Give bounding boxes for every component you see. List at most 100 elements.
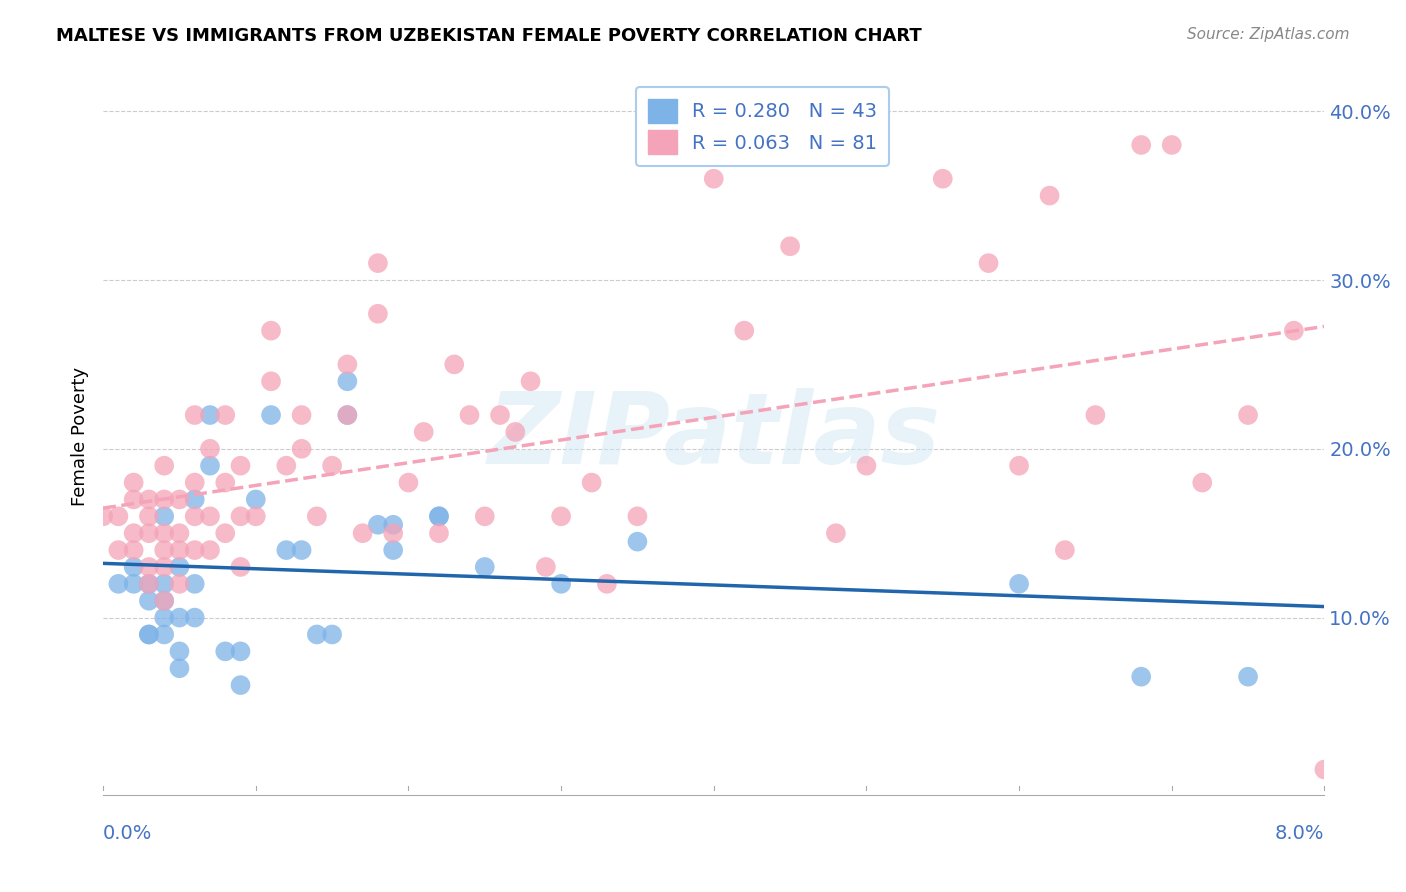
Point	[198, 509, 221, 524]
Point	[305, 509, 328, 524]
Text: 8.0%: 8.0%	[1275, 823, 1324, 843]
Point	[122, 526, 145, 541]
Point	[474, 560, 496, 574]
Point	[138, 577, 160, 591]
Point	[153, 543, 176, 558]
Point	[198, 458, 221, 473]
Point	[855, 458, 877, 473]
Point	[626, 509, 648, 524]
Point	[214, 526, 236, 541]
Point	[245, 492, 267, 507]
Point	[138, 627, 160, 641]
Point	[169, 492, 191, 507]
Point	[932, 171, 955, 186]
Point	[336, 408, 359, 422]
Point	[1039, 188, 1062, 202]
Point	[276, 458, 298, 473]
Point	[336, 374, 359, 388]
Point	[276, 543, 298, 558]
Point	[398, 475, 420, 490]
Text: ZIPatlas: ZIPatlas	[488, 388, 941, 484]
Point	[138, 526, 160, 541]
Point	[626, 534, 648, 549]
Point	[122, 492, 145, 507]
Point	[382, 543, 405, 558]
Point	[1084, 408, 1107, 422]
Point	[169, 644, 191, 658]
Point	[260, 374, 283, 388]
Point	[229, 560, 252, 574]
Point	[1237, 670, 1260, 684]
Point	[138, 627, 160, 641]
Point	[153, 560, 176, 574]
Point	[138, 577, 160, 591]
Point	[427, 509, 450, 524]
Point	[229, 458, 252, 473]
Text: 0.0%: 0.0%	[103, 823, 152, 843]
Point	[1008, 458, 1031, 473]
Point	[427, 526, 450, 541]
Point	[153, 577, 176, 591]
Point	[352, 526, 374, 541]
Point	[138, 593, 160, 607]
Point	[183, 509, 205, 524]
Point	[183, 492, 205, 507]
Point	[229, 509, 252, 524]
Point	[183, 408, 205, 422]
Text: Source: ZipAtlas.com: Source: ZipAtlas.com	[1187, 27, 1350, 42]
Point	[427, 509, 450, 524]
Point	[122, 543, 145, 558]
Point	[198, 442, 221, 456]
Point	[214, 408, 236, 422]
Point	[779, 239, 801, 253]
Point	[138, 509, 160, 524]
Point	[382, 517, 405, 532]
Point	[1282, 324, 1305, 338]
Point	[1237, 408, 1260, 422]
Point	[260, 324, 283, 338]
Point	[198, 408, 221, 422]
Point	[534, 560, 557, 574]
Point	[458, 408, 481, 422]
Point	[382, 526, 405, 541]
Point	[489, 408, 512, 422]
Point	[1313, 763, 1336, 777]
Legend: R = 0.280   N = 43, R = 0.063   N = 81: R = 0.280 N = 43, R = 0.063 N = 81	[636, 87, 889, 166]
Y-axis label: Female Poverty: Female Poverty	[72, 367, 89, 506]
Point	[153, 610, 176, 624]
Point	[183, 475, 205, 490]
Point	[107, 577, 129, 591]
Point	[1053, 543, 1076, 558]
Point	[1191, 475, 1213, 490]
Point	[1130, 670, 1153, 684]
Point	[153, 593, 176, 607]
Point	[290, 543, 312, 558]
Point	[367, 307, 389, 321]
Point	[153, 627, 176, 641]
Point	[321, 627, 343, 641]
Point	[153, 492, 176, 507]
Point	[1160, 138, 1182, 153]
Point	[581, 475, 603, 490]
Point	[1130, 138, 1153, 153]
Point	[321, 458, 343, 473]
Point	[183, 543, 205, 558]
Point	[825, 526, 848, 541]
Point	[122, 577, 145, 591]
Point	[260, 408, 283, 422]
Point	[550, 509, 572, 524]
Point	[443, 358, 465, 372]
Point	[107, 543, 129, 558]
Point	[550, 577, 572, 591]
Point	[214, 475, 236, 490]
Point	[183, 610, 205, 624]
Point	[169, 610, 191, 624]
Point	[336, 358, 359, 372]
Point	[336, 408, 359, 422]
Point	[153, 509, 176, 524]
Point	[122, 475, 145, 490]
Point	[229, 678, 252, 692]
Point	[138, 492, 160, 507]
Point	[214, 644, 236, 658]
Point	[412, 425, 434, 439]
